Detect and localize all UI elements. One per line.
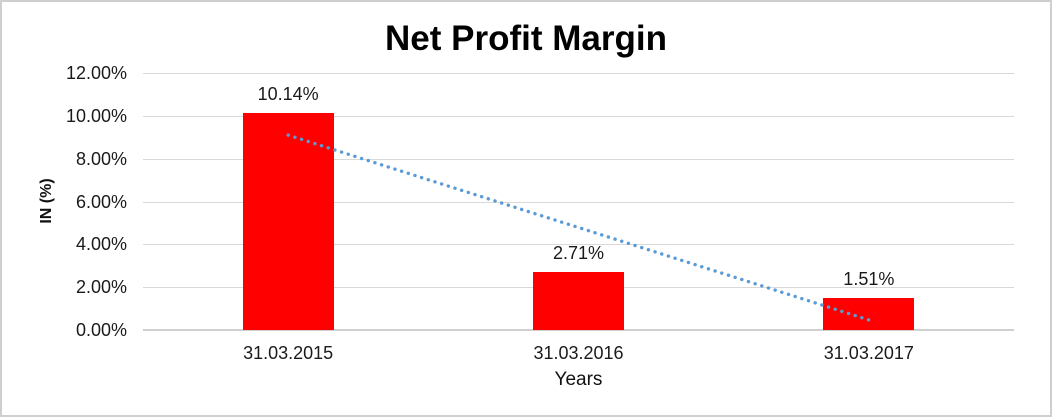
x-tick-label: 31.03.2017 bbox=[823, 343, 914, 363]
x-tick-label: 31.03.2015 bbox=[243, 343, 334, 363]
y-tick-label: 0.00% bbox=[75, 320, 127, 340]
y-tick-label: 8.00% bbox=[75, 148, 127, 169]
y-tick-label: 12.00% bbox=[65, 63, 127, 83]
chart-title: Net Profit Margin bbox=[385, 19, 667, 58]
y-tick-label: 10.00% bbox=[65, 105, 127, 126]
plot-area: 10.14% 2.71% 1.51% bbox=[143, 73, 1014, 331]
bar-31.03.2017 bbox=[823, 297, 915, 330]
bar-value-label: 1.51% bbox=[843, 268, 895, 289]
gridline bbox=[143, 73, 1014, 74]
x-tick-label: 31.03.2016 bbox=[533, 343, 624, 363]
bar-31.03.2016 bbox=[533, 271, 624, 330]
x-axis-line bbox=[143, 329, 1014, 331]
x-axis-title: Years bbox=[554, 369, 603, 390]
bar-value-label: 10.14% bbox=[257, 83, 319, 104]
gridline bbox=[143, 115, 1014, 117]
bar-value-label: 2.71% bbox=[552, 242, 605, 263]
y-tick-label: 2.00% bbox=[75, 277, 127, 298]
y-tick-label: 6.00% bbox=[75, 191, 127, 212]
y-tick-label: 4.00% bbox=[75, 234, 127, 255]
bar-31.03.2015 bbox=[242, 112, 334, 330]
